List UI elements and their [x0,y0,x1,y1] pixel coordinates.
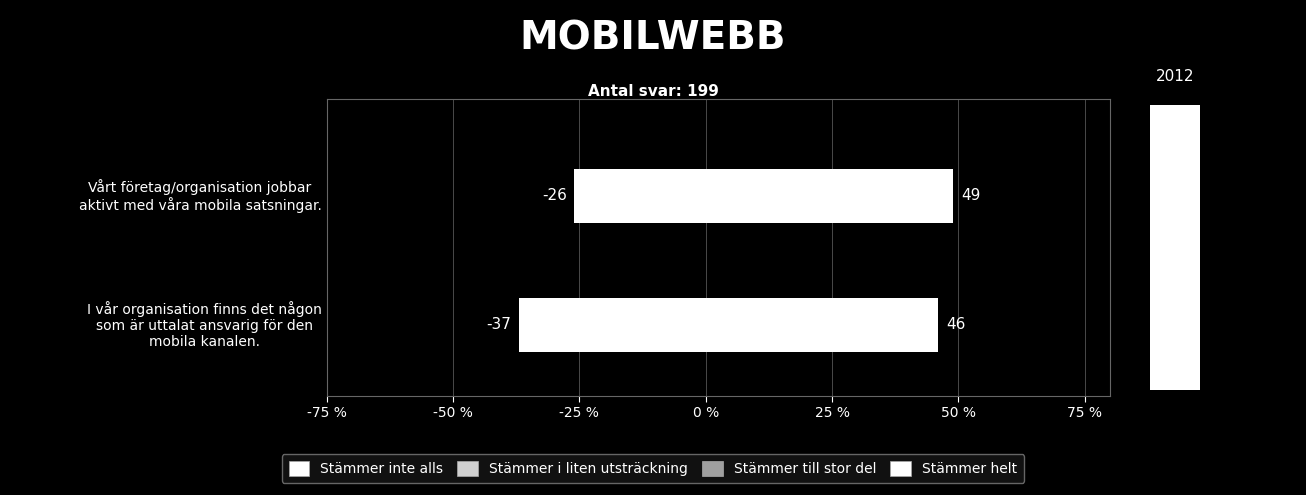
Text: 2012: 2012 [1156,69,1194,84]
Text: MOBILWEBB: MOBILWEBB [520,20,786,58]
Text: 49: 49 [961,189,981,203]
Bar [575,169,953,223]
Legend: Stämmer inte alls, Stämmer i liten utsträckning, Stämmer till stor del, Stämmer : Stämmer inte alls, Stämmer i liten utstr… [282,454,1024,483]
Text: -37: -37 [486,317,511,333]
Text: Vårt företag/organisation jobbar
aktivt med våra mobila satsningar.: Vårt företag/organisation jobbar aktivt … [78,179,321,213]
Text: I vår organisation finns det någon
som är uttalat ansvarig för den
mobila kanale: I vår organisation finns det någon som ä… [86,301,321,349]
FancyBboxPatch shape [1149,105,1200,390]
Text: Antal svar: 199: Antal svar: 199 [588,84,718,99]
Text: -26: -26 [542,189,567,203]
Text: 46: 46 [946,317,965,333]
Bar [518,298,938,352]
